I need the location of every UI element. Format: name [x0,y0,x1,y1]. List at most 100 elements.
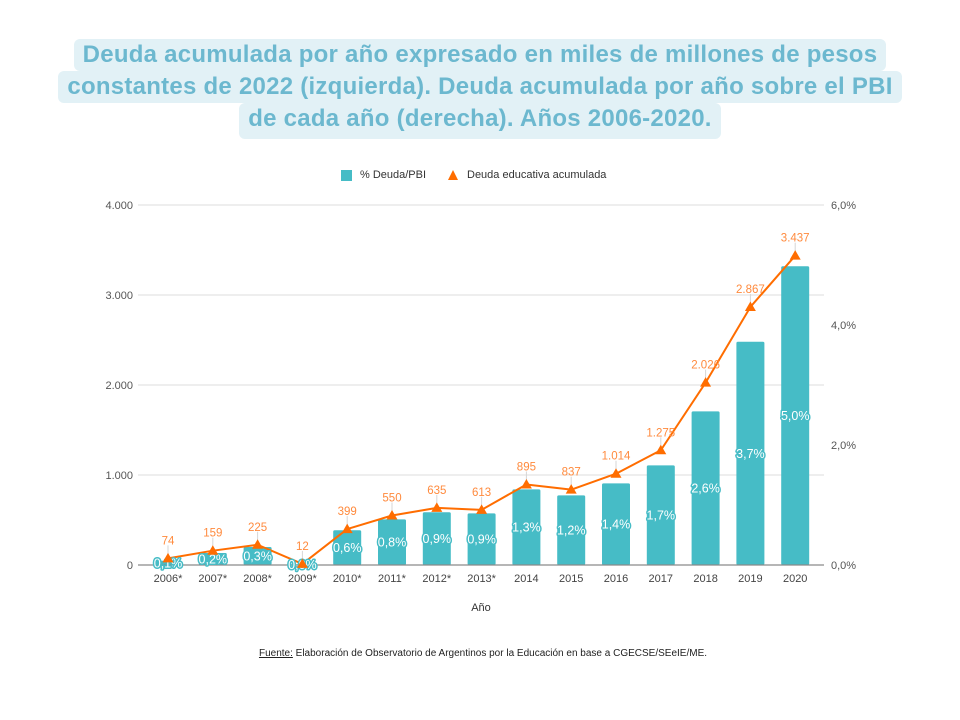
bar-2013 [467,513,496,565]
triangle-marker-2017 [655,444,667,455]
legend-square-icon [341,169,352,181]
bar-2019 [736,341,765,565]
source-text: Elaboración de Observatorio de Argentino… [292,648,708,659]
line-data-label: 225 [248,522,267,534]
bar-data-label: 0,6% [333,541,362,555]
line-data-label: 399 [338,506,357,518]
title-line-2: constantes de 2022 (izquierda). Deuda ac… [0,71,960,103]
bar-data-label: 1,2% [557,524,586,538]
x-tick-label: 2008* [243,573,272,585]
x-tick-label: 2009* [288,573,317,585]
line-data-label: 159 [203,528,222,540]
bar-2006 [154,560,182,565]
triangle-marker-2020 [789,250,801,260]
triangle-marker-2011 [386,510,398,520]
x-tick-label: 2019 [738,573,762,585]
y-left-tick-label: 0 [127,560,133,572]
y-right-tick-label: 0,0% [831,560,856,572]
x-tick-label: 2007* [198,573,227,585]
triangle-marker-2008 [252,539,264,549]
line-data-label: 3.437 [781,233,810,245]
line-data-label: 2.867 [736,284,765,296]
bar-2014 [512,489,541,565]
bar-2010 [333,530,362,565]
triangle-marker-2015 [565,484,577,494]
legend-label-deuda-pbi: % Deuda/PBI [360,169,427,181]
bar-data-label: 0,1% [154,556,183,570]
legend-label-deuda-acumulada: Deuda educativa acumulada [467,169,607,181]
bar-data-label: 1,4% [602,518,631,532]
source-label: Fuente: [258,648,293,659]
x-tick-label: 2016 [604,573,628,585]
y-right-tick-label: 6,0% [831,200,856,212]
line-data-label: 2.026 [691,360,720,372]
x-tick-label: 2013* [467,573,496,585]
line-data-label: 1.275 [646,427,675,439]
y-left-tick-label: 4.000 [105,200,133,212]
bar-2007 [198,553,227,565]
y-left-tick-label: 3.000 [105,290,133,302]
triangle-marker-2010 [341,523,353,534]
x-tick-label: 2010* [333,573,362,585]
bar-2015 [557,495,586,565]
bar-data-label: 3,7% [736,447,765,461]
x-tick-label: 2020 [783,573,807,585]
line-data-label: 1.014 [602,451,631,463]
chart-legend: % Deuda/PBI Deuda educativa acumulada [0,167,960,183]
bar-data-label: 0,9% [423,532,452,546]
line-data-label: 550 [382,493,401,505]
x-tick-label: 2017 [649,573,673,585]
triangle-marker-2014 [520,478,532,489]
triangle-marker-2018 [700,377,712,387]
bar-2017 [646,465,675,565]
y-right-tick-label: 2,0% [831,440,856,452]
title-line-2-text: constantes de 2022 (izquierda). Deuda ac… [58,71,902,103]
line-data-label: 74 [162,535,175,547]
x-tick-label: 2014 [514,573,538,585]
line-data-label: 635 [427,485,446,497]
title-line-1: Deuda acumulada por año expresado en mil… [0,39,960,71]
legend-triangle-icon [448,170,458,180]
bar-2011 [378,519,406,565]
chart-title: Deuda acumulada por año expresado en mil… [0,39,960,139]
line-data-label: 837 [562,467,581,479]
bar-data-label: 0,8% [378,536,407,550]
x-tick-label: 2018 [693,573,717,585]
bar-2008 [243,547,272,565]
x-tick-label: 2015 [559,573,583,585]
bar-data-label: 2,6% [691,482,720,496]
bar-data-label: 0,2% [199,553,228,567]
bar-2012 [422,512,451,565]
x-tick-label: 2006* [154,573,183,585]
triangle-marker-2006 [162,552,174,563]
y-left-tick-label: 1.000 [105,470,133,482]
source-note: Fuente: Elaboración de Observatorio de A… [0,648,960,659]
title-line-3: de cada año (derecha). Años 2006-2020. [0,103,960,139]
triangle-marker-2016 [610,468,622,478]
triangle-marker-2019 [744,301,756,311]
bar-2016 [602,483,630,565]
line-data-label: 895 [517,461,536,473]
legend-item-deuda-pbi: % Deuda/PBI [341,167,426,183]
line-data-label: 12 [296,541,309,553]
bar-data-label: 0,9% [467,533,496,547]
x-tick-label: 2012* [422,573,451,585]
bar-2018 [691,411,720,565]
bar-data-label: 1,3% [512,521,541,535]
triangle-marker-2009 [296,558,308,568]
bar-data-label: 0,3% [243,550,272,564]
triangle-marker-2007 [207,545,219,555]
x-tick-label: 2011* [378,573,407,585]
title-line-3-text: de cada año (derecha). Años 2006-2020. [239,103,721,139]
y-left-tick-label: 2.000 [105,380,133,392]
bar-data-label: 5,0% [781,409,810,423]
bar-data-label: 1,7% [647,509,676,523]
triangle-marker-2012 [431,502,443,512]
x-axis-title: Año [471,602,491,614]
triangle-marker-2013 [476,504,488,514]
line-data-label: 613 [472,487,491,499]
title-line-1-text: Deuda acumulada por año expresado en mil… [73,39,887,71]
legend-item-deuda-acumulada: Deuda educativa acumulada [448,167,606,183]
y-right-tick-label: 4,0% [831,320,856,332]
